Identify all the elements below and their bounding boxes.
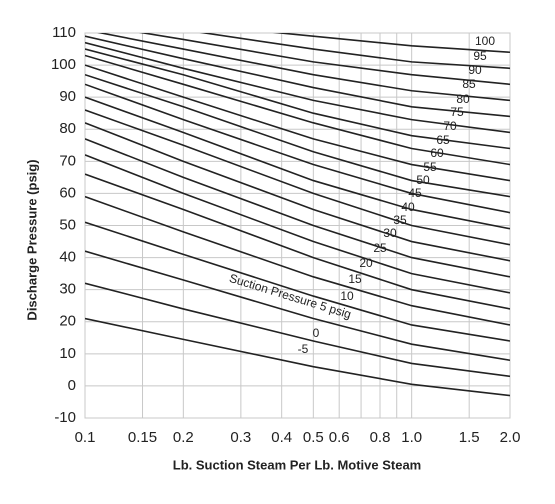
curve-label: 20: [359, 256, 373, 270]
y-tick-label: -10: [54, 409, 76, 426]
curve: [272, 33, 510, 54]
y-tick-label: 90: [59, 88, 76, 105]
y-tick-label: 30: [59, 281, 76, 298]
curve: [85, 96, 510, 230]
curve: [85, 195, 510, 326]
curve: [97, 33, 510, 102]
curve-label: 25: [373, 241, 387, 255]
y-tick-label: 100: [51, 56, 76, 73]
curve: [85, 138, 510, 278]
curve-label: 70: [443, 119, 457, 133]
curve: [85, 282, 510, 378]
curve: [85, 173, 510, 310]
y-tick-label: 110: [52, 24, 76, 41]
curve: [85, 41, 510, 134]
curve-label: 15: [348, 272, 362, 286]
curve-label: 65: [436, 133, 450, 147]
y-tick-label: 40: [59, 249, 76, 266]
x-tick-label: 0.3: [230, 429, 251, 446]
curve-label: 80: [456, 92, 470, 106]
curve: [85, 109, 510, 246]
curve: [85, 35, 510, 118]
x-axis-title: Lb. Suction Steam Per Lb. Motive Steam: [173, 457, 422, 472]
x-tick-label: 0.8: [370, 429, 391, 446]
curve: [85, 48, 510, 150]
x-tick-label: 0.15: [128, 429, 157, 446]
x-tick-label: 2.0: [500, 429, 521, 446]
curve-label: 100: [475, 34, 495, 48]
x-tick-label: 0.5: [303, 429, 324, 446]
curve-label: 0: [313, 326, 320, 340]
curve-label: 85: [462, 77, 476, 91]
curve: [85, 73, 510, 198]
y-tick-label: 0: [68, 377, 76, 394]
plot-frame: [84, 32, 511, 419]
curve-label: 40: [401, 200, 415, 214]
curve-label: 45: [408, 186, 422, 200]
curve: [85, 64, 510, 182]
grid: [84, 32, 511, 419]
curve-label: 90: [468, 63, 482, 77]
curve-label: 50: [416, 173, 430, 187]
x-tick-label: 0.6: [329, 429, 350, 446]
curve-label: 95: [473, 49, 487, 63]
y-tick-label: 80: [59, 120, 76, 137]
curve-label: Suction Pressure 5 psig: [228, 271, 353, 321]
x-tick-label: 0.1: [75, 429, 96, 446]
curve: [139, 33, 510, 86]
curve: [85, 317, 510, 397]
x-tick-label: 0.4: [271, 429, 292, 446]
curve: [85, 122, 510, 262]
curve: [85, 154, 510, 294]
x-tick-label: 1.0: [401, 429, 422, 446]
x-tick-label: 0.2: [173, 429, 194, 446]
y-tick-label: 10: [59, 345, 76, 362]
y-axis-title: Discharge Pressure (psig): [24, 159, 39, 320]
curve-label: 75: [450, 105, 464, 119]
curve-label: 55: [423, 160, 437, 174]
curve-label: 30: [383, 226, 397, 240]
curve-label: 60: [430, 146, 444, 160]
curve: [85, 221, 510, 342]
curve: [85, 54, 510, 166]
curve-label: -5: [298, 342, 309, 356]
curve: [85, 83, 510, 214]
curve: [85, 250, 510, 362]
curve-label: 10: [340, 289, 354, 303]
curves: [85, 33, 510, 397]
y-tick-label: 50: [59, 216, 76, 233]
y-tick-label: 60: [59, 184, 76, 201]
curve-label: 35: [393, 213, 407, 227]
y-tick-label: 20: [59, 313, 76, 330]
x-tick-label: 1.5: [459, 429, 480, 446]
y-tick-label: 70: [59, 152, 76, 169]
curve: [199, 33, 510, 70]
